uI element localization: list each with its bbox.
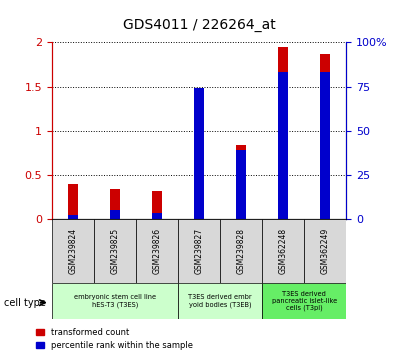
Bar [94,219,136,283]
Bar [109,188,120,219]
Text: GSM239824: GSM239824 [68,228,77,274]
Text: GSM362248: GSM362248 [279,228,288,274]
Text: GDS4011 / 226264_at: GDS4011 / 226264_at [123,18,275,32]
Bar [194,109,204,219]
Text: GSM362249: GSM362249 [321,228,330,274]
Bar [68,215,78,219]
Bar [178,283,262,319]
Bar [304,219,346,283]
Bar [278,72,289,219]
Text: T3ES derived embr
yoid bodies (T3EB): T3ES derived embr yoid bodies (T3EB) [188,294,252,308]
Bar [152,191,162,219]
Bar [178,219,220,283]
Text: GSM239827: GSM239827 [195,228,203,274]
Bar [278,47,289,219]
Bar [68,184,78,219]
Bar [220,219,262,283]
Text: T3ES derived
pancreatic islet-like
cells (T3pi): T3ES derived pancreatic islet-like cells… [271,291,337,311]
Text: GSM239825: GSM239825 [110,228,119,274]
Legend: transformed count, percentile rank within the sample: transformed count, percentile rank withi… [36,328,193,350]
Bar [320,54,330,219]
Text: GSM239826: GSM239826 [152,228,162,274]
Bar [236,145,246,219]
Bar [262,283,346,319]
Bar [320,72,330,219]
Bar [109,210,120,219]
Bar [262,219,304,283]
Bar [52,219,94,283]
Bar [52,283,178,319]
Text: cell type: cell type [4,298,46,308]
Bar [152,213,162,219]
Bar [136,219,178,283]
Bar [236,149,246,219]
Bar [194,88,204,219]
Text: GSM239828: GSM239828 [236,228,246,274]
Text: embryonic stem cell line
hES-T3 (T3ES): embryonic stem cell line hES-T3 (T3ES) [74,294,156,308]
